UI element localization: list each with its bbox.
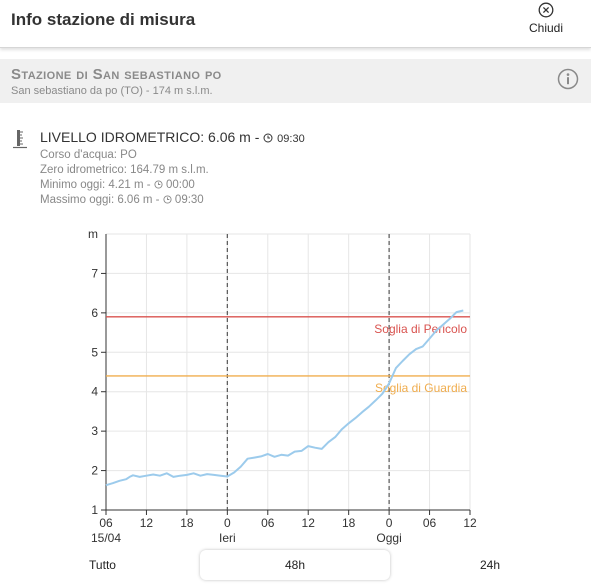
threshold-label: Soglia di Pericolo xyxy=(374,322,467,336)
y-tick-label: 3 xyxy=(91,424,98,438)
range-selector: Tutto 48h 24h xyxy=(0,548,591,582)
maximum-time: 09:30 xyxy=(174,194,204,206)
range-24h-button[interactable]: 24h xyxy=(479,558,501,572)
y-tick-label: 6 xyxy=(91,306,98,320)
clock-icon xyxy=(154,180,163,189)
watercourse-line: Corso d'acqua: PO xyxy=(40,149,137,161)
dialog-header: Info stazione di misura Chiudi xyxy=(0,0,591,48)
station-subtitle: San sebastiano da po (TO) - 174 m s.l.m. xyxy=(11,85,213,97)
x-tick-label: 06 xyxy=(423,516,437,530)
close-label: Chiudi xyxy=(528,21,564,35)
range-48h-button[interactable]: 48h xyxy=(200,550,390,580)
day-label: Ieri xyxy=(219,531,236,545)
x-tick-label: 12 xyxy=(302,516,316,530)
x-tick-label: 0 xyxy=(386,516,393,530)
x-tick-label: 12 xyxy=(463,516,477,530)
threshold-label: Soglia di Guardia xyxy=(375,381,467,395)
hydrometer-icon xyxy=(13,130,27,149)
clock-icon xyxy=(163,195,172,204)
x-tick-label: 06 xyxy=(261,516,275,530)
y-tick-label: 4 xyxy=(91,385,98,399)
y-axis-label: m xyxy=(88,227,98,241)
minimum-time: 00:00 xyxy=(165,179,195,191)
x-tick-label: 12 xyxy=(140,516,154,530)
clock-icon xyxy=(263,133,273,143)
info-button[interactable] xyxy=(557,68,579,95)
y-tick-label: 2 xyxy=(91,464,98,478)
x-tick-label: 18 xyxy=(180,516,194,530)
measure-time: 09:30 xyxy=(277,133,305,145)
series-line xyxy=(105,309,464,487)
x-tick-label: 18 xyxy=(342,516,356,530)
y-tick-label: 5 xyxy=(91,345,98,359)
minimum-line: Minimo oggi: 4.21 m - 00:00 xyxy=(40,179,195,191)
station-name: Stazione di San sebastiano po xyxy=(11,66,222,83)
y-tick-label: 7 xyxy=(91,266,98,280)
close-circle-icon xyxy=(538,2,554,18)
maximum-value: Massimo oggi: 6.06 m - xyxy=(40,194,163,206)
range-all-button[interactable]: Tutto xyxy=(89,558,116,572)
x-tick-label: 0 xyxy=(224,516,231,530)
close-button[interactable]: Chiudi xyxy=(522,2,570,42)
day-label: Oggi xyxy=(376,531,401,545)
day-label: 15/04 xyxy=(91,531,121,545)
x-tick-label: 06 xyxy=(99,516,113,530)
measure-value: LIVELLO IDROMETRICO: 6.06 m - xyxy=(40,129,264,145)
dialog-title: Info stazione di misura xyxy=(11,10,196,29)
zero-line: Zero idrometrico: 164.79 m s.l.m. xyxy=(40,164,209,176)
info-circle-icon xyxy=(557,68,579,90)
minimum-value: Minimo oggi: 4.21 m - xyxy=(40,179,154,191)
station-bar: Stazione di San sebastiano po San sebast… xyxy=(0,59,591,103)
y-tick-label: 1 xyxy=(91,503,98,517)
maximum-line: Massimo oggi: 6.06 m - 09:30 xyxy=(40,194,204,206)
measure-title: LIVELLO IDROMETRICO: 6.06 m - 09:30 xyxy=(40,129,305,145)
